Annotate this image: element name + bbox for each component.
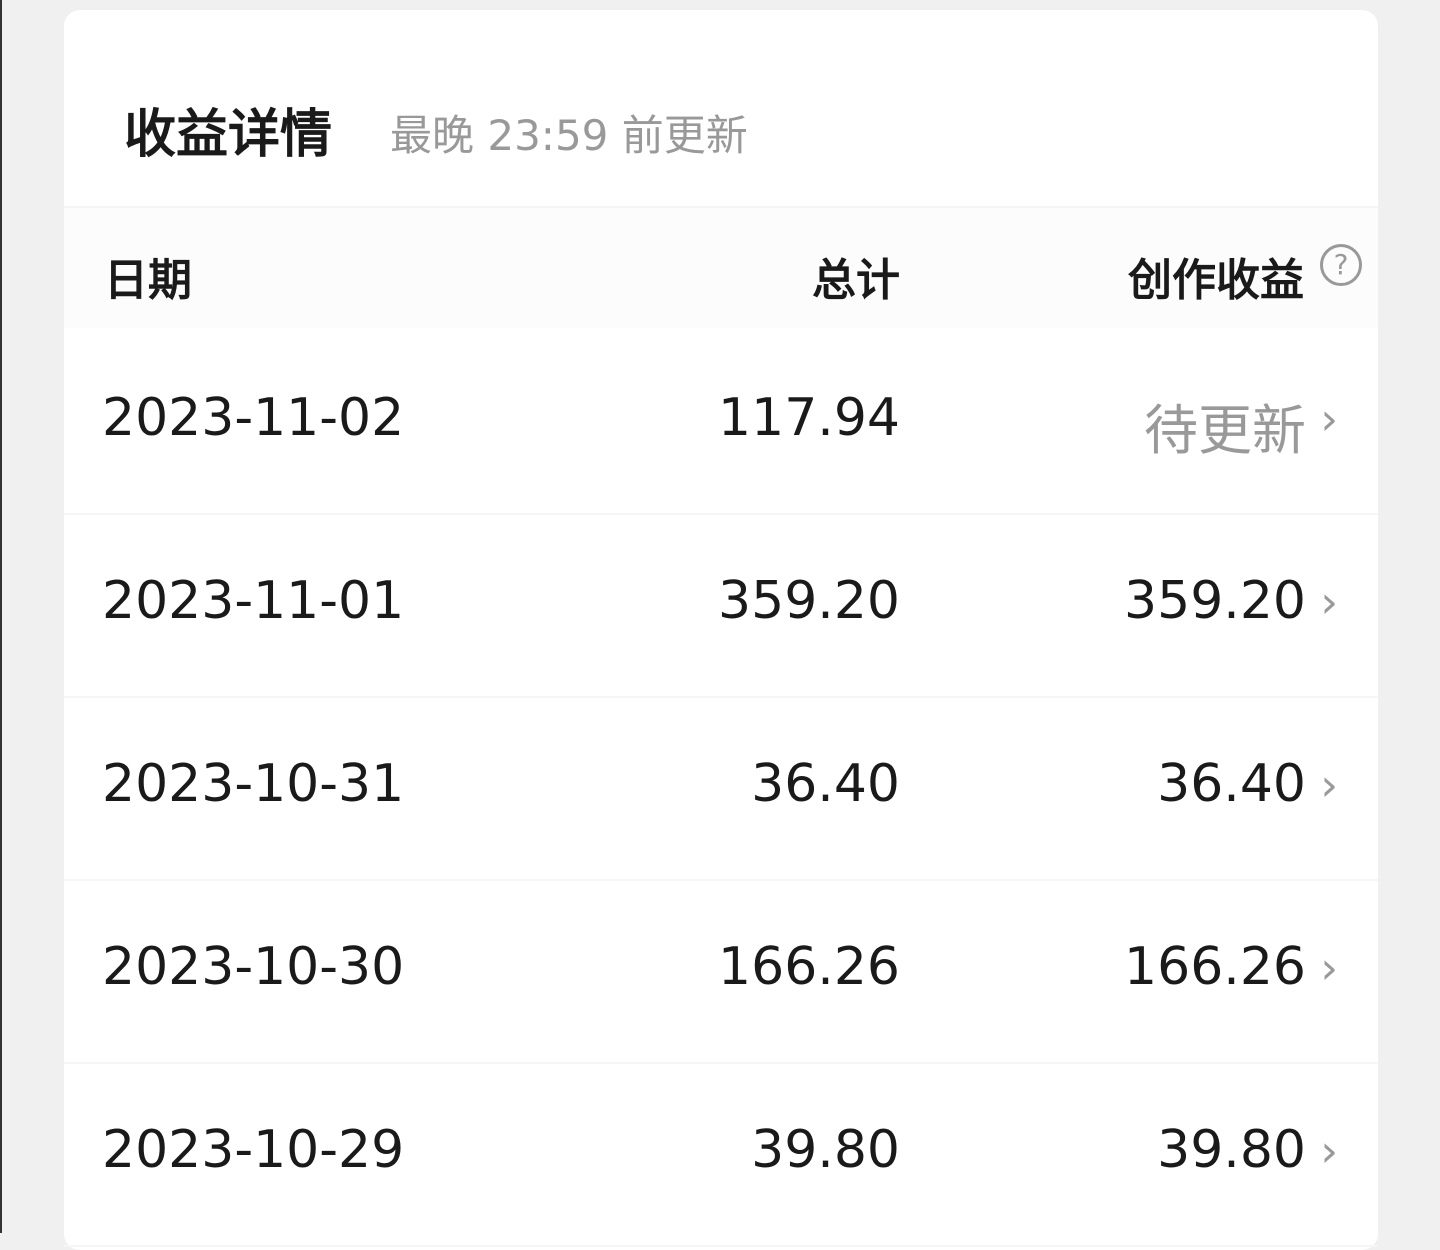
table-row[interactable]: 2023-11-01 359.20 359.20 ›: [64, 513, 1378, 698]
row-creation-earnings: 39.80: [1157, 1120, 1306, 1180]
chevron-right-icon[interactable]: ›: [1320, 760, 1338, 811]
row-creation-earnings: 359.20: [1124, 571, 1306, 631]
table-row[interactable]: 2023-10-31 36.40 36.40 ›: [64, 696, 1378, 881]
row-date: 2023-10-30: [102, 937, 405, 997]
row-total: 117.94: [718, 388, 900, 448]
chevron-right-icon[interactable]: ›: [1320, 394, 1338, 445]
row-date: 2023-11-01: [102, 571, 405, 631]
row-total: 166.26: [718, 937, 900, 997]
card-header: 收益详情 最晚 23:59 前更新: [64, 10, 1378, 208]
question-circle-icon[interactable]: ?: [1320, 244, 1362, 286]
row-total: 36.40: [751, 754, 900, 814]
row-creation-earnings: 166.26: [1124, 937, 1306, 997]
chevron-right-icon[interactable]: ›: [1320, 577, 1338, 628]
row-date: 2023-10-29: [102, 1120, 405, 1180]
chevron-right-icon[interactable]: ›: [1320, 1126, 1338, 1177]
row-date: 2023-10-31: [102, 754, 405, 814]
column-date: 日期: [104, 255, 192, 306]
row-creation-earnings: 待更新: [1144, 399, 1306, 462]
table-header: 日期 总计 创作收益 ?: [64, 208, 1378, 328]
table-row[interactable]: 2023-10-30 166.26 166.26 ›: [64, 879, 1378, 1064]
table-row[interactable]: 2023-11-02 117.94 待更新 ›: [64, 330, 1378, 515]
table-row[interactable]: 2023-10-29 39.80 39.80 ›: [64, 1062, 1378, 1247]
row-creation-earnings: 36.40: [1157, 754, 1306, 814]
update-note: 最晚 23:59 前更新: [390, 111, 748, 160]
column-creation-earnings: 创作收益: [1128, 255, 1304, 306]
row-total: 359.20: [718, 571, 900, 631]
window-edge: [0, 0, 2, 1233]
column-total: 总计: [812, 255, 900, 306]
row-total: 39.80: [751, 1120, 900, 1180]
chevron-right-icon[interactable]: ›: [1320, 943, 1338, 994]
earnings-card: 收益详情 最晚 23:59 前更新 日期 总计 创作收益 ? 2023-11-0…: [64, 10, 1378, 1250]
row-date: 2023-11-02: [102, 388, 405, 448]
page-title: 收益详情: [124, 105, 333, 165]
